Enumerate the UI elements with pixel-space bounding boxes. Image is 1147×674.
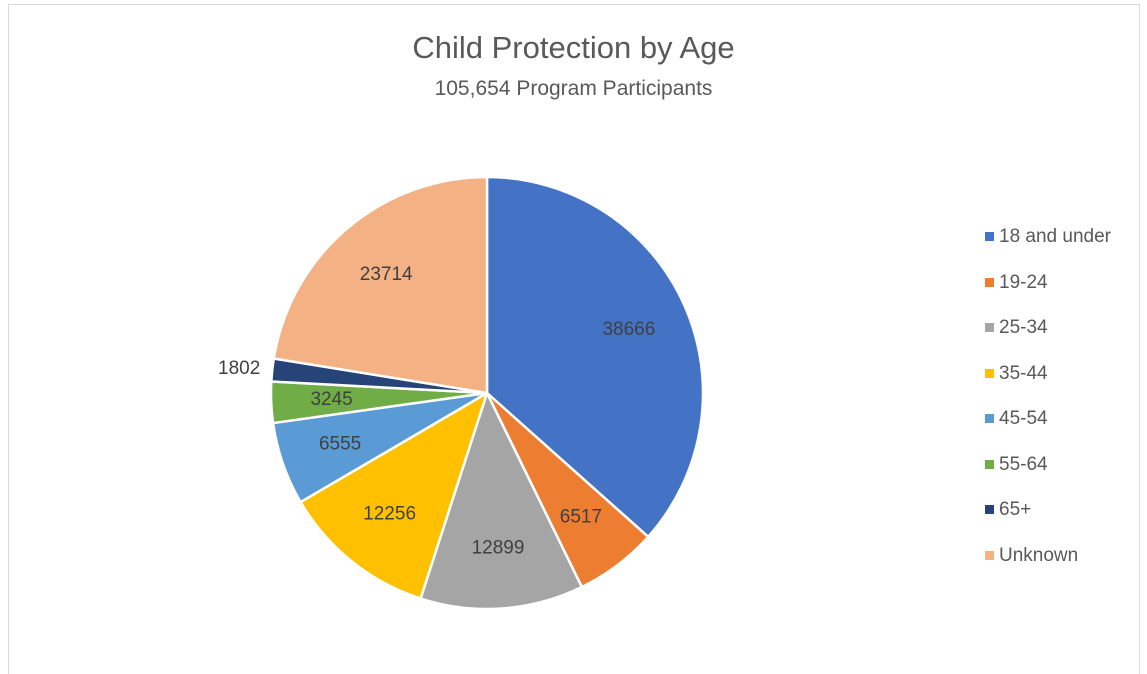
pie-slice-25-34 [419,391,584,611]
legend-label-55-64: 55-64 [999,453,1048,475]
legend-swatch-18-and-under [985,232,994,241]
data-label-18-and-under: 38666 [602,319,655,340]
legend-label-45-54: 45-54 [999,408,1048,429]
chart-subtitle: 105,654 Program Participants [434,77,713,100]
legend-swatch-unknown [985,550,994,560]
data-label-45-54: 6555 [319,434,361,455]
pie-slice-18-and-under [485,175,705,539]
pie-slice-unknown [272,175,489,395]
data-label-19-24: 6517 [560,507,602,528]
data-label-unknown: 23714 [360,264,413,285]
legend-label-unknown: Unknown [999,544,1079,566]
data-label-65-plus: 1802 [218,358,260,379]
legend-swatch-25-34 [985,323,994,332]
legend-swatch-19-24 [985,277,994,287]
data-label-25-34: 12899 [472,538,525,559]
chart-title: Child Protection by Age [412,30,735,65]
legend-swatch-65-plus [985,505,994,514]
legend-label-18-and-under: 18 and under [999,226,1111,247]
legend-swatch-35-44 [985,368,994,378]
legend-label-35-44: 35-44 [999,362,1048,384]
legend-swatch-45-54 [985,414,994,423]
data-label-35-44: 12256 [363,504,416,525]
pie-slice-35-44 [299,391,489,600]
data-label-55-64: 3245 [310,389,352,410]
legend-label-65-plus: 65+ [999,499,1032,520]
legend-label-25-34: 25-34 [999,317,1048,338]
legend-label-19-24: 19-24 [999,271,1048,293]
legend-swatch-55-64 [985,459,994,469]
